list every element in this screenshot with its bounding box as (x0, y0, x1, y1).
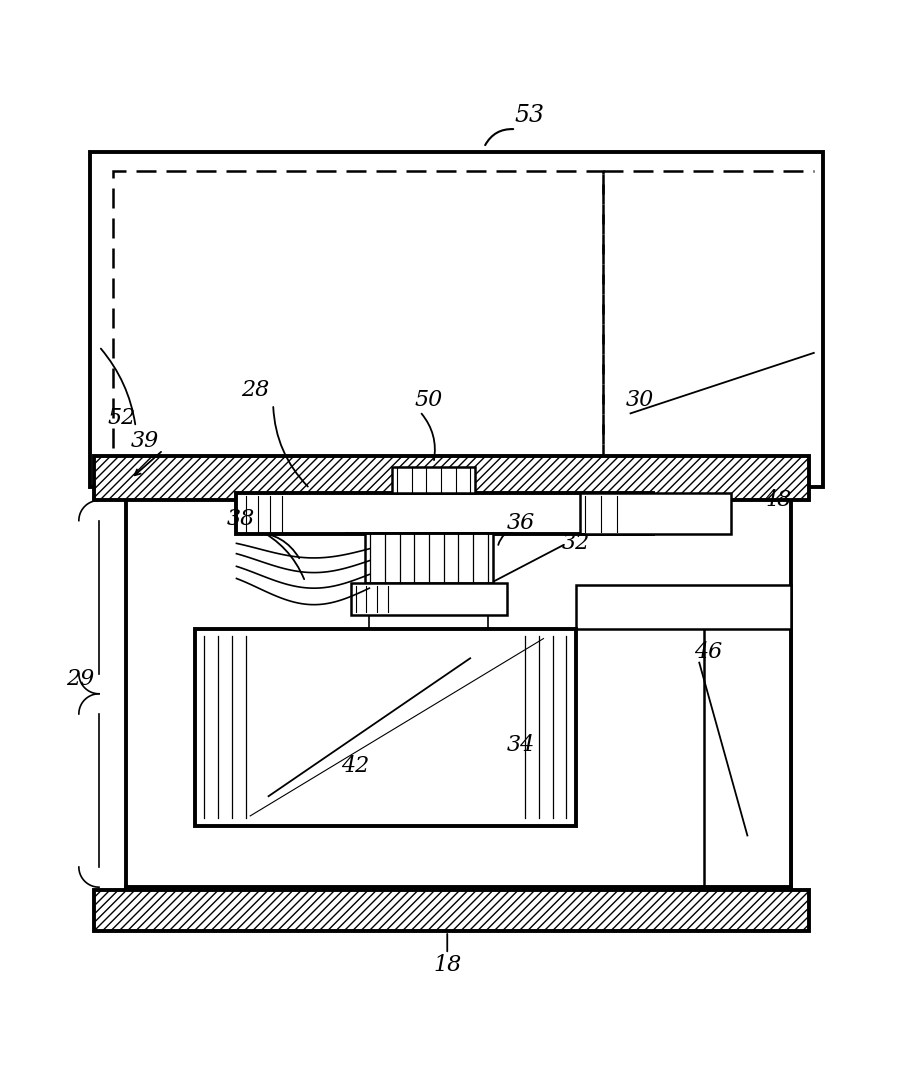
Text: 48: 48 (763, 490, 791, 511)
Text: 29: 29 (66, 668, 95, 690)
Bar (580, 493, 731, 535)
Bar (94, 457, 810, 501)
Text: 38: 38 (227, 508, 255, 529)
Text: 18: 18 (433, 954, 461, 976)
Text: 52: 52 (108, 407, 136, 429)
Bar (392, 468, 475, 493)
Text: 42: 42 (341, 755, 370, 777)
Text: 36: 36 (506, 512, 535, 535)
Bar (94, 890, 810, 931)
Text: 30: 30 (626, 389, 654, 411)
Bar (351, 583, 507, 615)
Bar (365, 532, 493, 583)
Text: 34: 34 (506, 734, 535, 756)
Text: 53: 53 (514, 104, 545, 127)
Bar (94, 890, 810, 931)
Text: 50: 50 (415, 389, 443, 411)
Bar (89, 152, 823, 487)
Bar (94, 457, 810, 501)
Bar (195, 628, 575, 825)
Text: 32: 32 (561, 532, 590, 555)
Text: 28: 28 (241, 379, 269, 402)
Bar (575, 585, 791, 628)
Text: 46: 46 (694, 641, 723, 662)
Bar (236, 493, 654, 535)
Bar (112, 170, 603, 463)
Text: 39: 39 (131, 430, 159, 452)
